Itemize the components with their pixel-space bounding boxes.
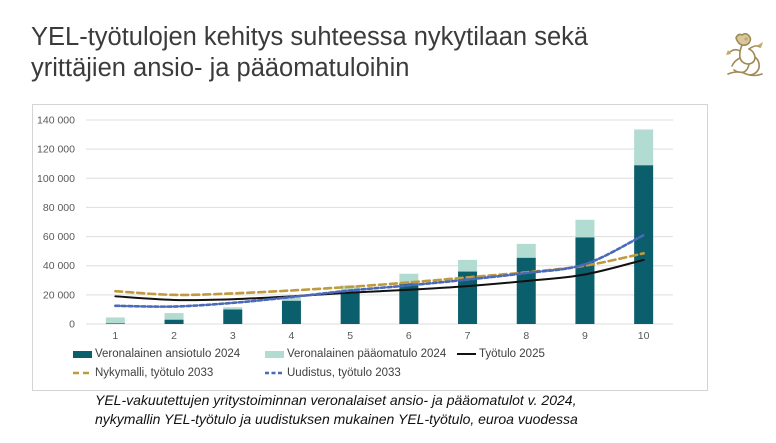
x-axis-ticks: 1 2 3 4 5 6 7 8 9 10 (112, 330, 649, 342)
bar-earned-income (634, 165, 654, 324)
chart-panel: 0 20 000 40 000 60 000 80 000 100 000 120 000 1… (32, 104, 708, 391)
y-tick-label: 20 000 (43, 289, 75, 301)
legend: Veronalainen ansiotulo 2024 Veronalainen … (73, 348, 545, 379)
x-tick-label: 4 (289, 330, 295, 342)
slide-title: YEL-työtulojen kehitys suhteessa nykytil… (31, 22, 671, 84)
bar-earned-income (516, 257, 536, 324)
y-tick-label: 100 000 (37, 173, 75, 185)
bar-earned-income (458, 271, 478, 324)
legend-label: Veronalainen pääomatulo 2024 (287, 348, 447, 360)
chart: 0 20 000 40 000 60 000 80 000 100 000 120 000 1… (37, 115, 673, 379)
bar-capital-income (105, 317, 125, 324)
line-tyotulo-2025 (114, 258, 645, 302)
x-tick-label: 9 (582, 330, 588, 342)
y-tick-label: 40 000 (43, 260, 75, 272)
y-tick-label: 140 000 (37, 115, 75, 127)
legend-label: Nykymalli, työtulo 2033 (95, 367, 213, 379)
bar-capital-income (575, 219, 595, 238)
caption-line-1: YEL-vakuutettujen yritystoiminnan verona… (95, 392, 577, 408)
bar-capital-income (223, 307, 243, 310)
bar-capital-income (399, 273, 419, 284)
y-tick-label: 120 000 (37, 144, 75, 156)
bar-earned-income (164, 319, 184, 324)
series-lines (114, 233, 645, 308)
x-tick-label: 7 (465, 330, 471, 342)
bar-capital-income (516, 243, 536, 258)
bar-earned-income (340, 292, 360, 324)
bar-earned-income (281, 300, 301, 324)
x-tick-label: 5 (347, 330, 353, 342)
bar-earned-income (399, 283, 419, 324)
bars (105, 129, 654, 324)
y-axis-ticks: 0 20 000 40 000 60 000 80 000 100 000 120 000 1… (37, 115, 75, 331)
legend-label: Työtulo 2025 (479, 348, 545, 360)
x-tick-label: 2 (171, 330, 177, 342)
chart-caption: YEL-vakuutettujen yritystoiminnan verona… (95, 391, 715, 429)
legend-label: Veronalainen ansiotulo 2024 (95, 348, 241, 360)
bar-earned-income (105, 323, 125, 324)
y-tick-label: 80 000 (43, 202, 75, 214)
bar-earned-income (223, 309, 243, 324)
x-tick-label: 6 (406, 330, 412, 342)
slide-title-line-1: YEL-työtulojen kehitys suhteessa nykytil… (31, 23, 589, 51)
slide-title-line-2: yrittäjien ansio- ja pääomatuloihin (31, 54, 410, 82)
bar-capital-income (458, 259, 478, 272)
caption-line-2: nykymallin YEL-työtulo ja uudistuksen mu… (95, 411, 578, 427)
bar-capital-income (340, 285, 360, 293)
legend-swatch-capital (265, 351, 284, 358)
bar-capital-income (634, 129, 654, 166)
x-tick-label: 10 (638, 330, 650, 342)
x-tick-label: 8 (523, 330, 529, 342)
bar-earned-income (575, 237, 595, 324)
y-tick-label: 60 000 (43, 231, 75, 243)
bar-capital-income (164, 313, 184, 320)
x-tick-label: 3 (230, 330, 236, 342)
bar-capital-income (281, 297, 301, 301)
legend-swatch-earned (73, 351, 92, 358)
y-tick-label: 0 (69, 319, 75, 331)
x-tick-label: 1 (112, 330, 118, 342)
lion-crest-icon (726, 32, 763, 77)
legend-label: Uudistus, työtulo 2033 (287, 367, 401, 379)
line-uudistus-2033 (114, 233, 645, 308)
